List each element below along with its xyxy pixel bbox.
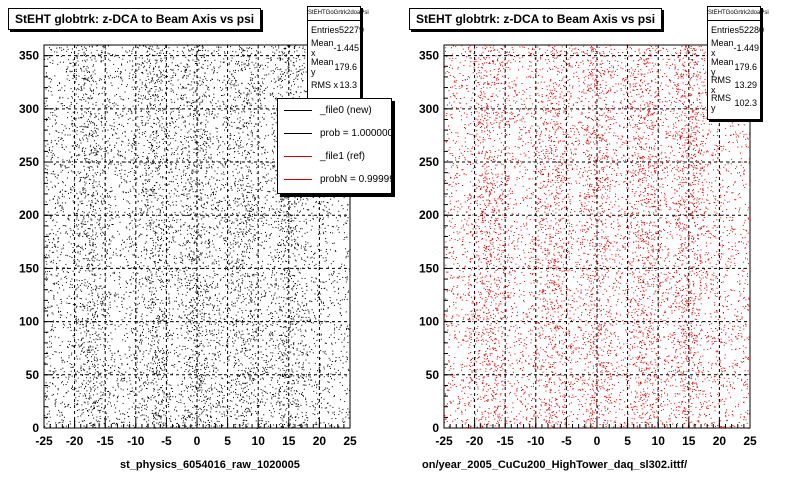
- legend-item: _file0 (new): [278, 99, 391, 122]
- stats-row: Mean y 179.6: [311, 56, 357, 77]
- x-tick-label: 25: [743, 434, 757, 448]
- x-tick-label: -20: [466, 434, 484, 448]
- stats-row: Mean x -1.449: [711, 38, 760, 59]
- file-caption-ref: on/year_2005_CuCu200_HighTower_daq_sl302…: [422, 459, 688, 471]
- x-tick-label: -10: [127, 434, 145, 448]
- scatter-plot-ref: -25 -20 -15 -10 -5 0 5 10 15 20 250501001502002503…: [419, 44, 757, 448]
- stats-row: RMS y 102.3: [711, 93, 757, 114]
- stats-row: RMS x 13.3: [311, 80, 357, 91]
- x-tick-label: -25: [35, 434, 53, 448]
- stats-box-name: StEHTGoGrtrk2doaPsi: [308, 7, 369, 21]
- chart-title-new: StEHT globtrk: z-DCA to Beam Axis vs psi: [8, 8, 262, 30]
- y-tick-label: 150: [19, 261, 39, 275]
- y-tick-label: 300: [419, 102, 439, 116]
- x-tick-label: -5: [161, 434, 172, 448]
- x-tick-label: 15: [282, 434, 296, 448]
- y-tick-label: 350: [419, 49, 439, 63]
- y-tick-label: 150: [419, 261, 439, 275]
- y-tick-label: 0: [32, 421, 39, 435]
- y-tick-label: 350: [19, 49, 39, 63]
- y-tick-label: 300: [19, 102, 39, 116]
- stats-row: Entries 52280: [711, 25, 765, 36]
- x-tick-label: 0: [194, 434, 201, 448]
- y-tick-label: 100: [19, 315, 39, 329]
- legend-item: probN = 0.999999: [278, 168, 391, 191]
- x-tick-label: 20: [313, 434, 327, 448]
- x-tick-label: -25: [435, 434, 453, 448]
- x-tick-label: -5: [561, 434, 572, 448]
- y-tick-label: 0: [432, 421, 439, 435]
- y-tick-label: 200: [19, 208, 39, 222]
- legend-box: _file0 (new) prob = 1.000000 _file1 (ref…: [277, 98, 392, 194]
- stats-row: Entries 52279: [311, 25, 365, 36]
- x-tick-label: 0: [594, 434, 601, 448]
- legend-line: [284, 179, 312, 180]
- legend-line: [284, 110, 312, 111]
- stats-box-name: StEHTGoGrtrk2doaPsi: [708, 7, 769, 21]
- stats-box-ref: StEHTGoGrtrk2doaPsi Entries 52280 Mean x-…: [707, 6, 769, 120]
- x-tick-label: 25: [343, 434, 357, 448]
- x-tick-label: 5: [224, 434, 231, 448]
- x-tick-label: -10: [527, 434, 545, 448]
- stats-row: Mean y 179.6: [711, 56, 757, 77]
- y-tick-label: 250: [419, 155, 439, 169]
- legend-line: [284, 156, 312, 157]
- y-tick-label: 200: [419, 208, 439, 222]
- x-tick-label: 15: [682, 434, 696, 448]
- x-tick-label: -15: [497, 434, 515, 448]
- x-tick-label: 20: [713, 434, 727, 448]
- legend-item: _file1 (ref): [278, 145, 391, 168]
- y-tick-label: 250: [19, 155, 39, 169]
- legend-item: prob = 1.000000: [278, 122, 391, 145]
- x-tick-label: -15: [97, 434, 115, 448]
- x-tick-label: 5: [624, 434, 631, 448]
- x-tick-label: 10: [652, 434, 666, 448]
- stats-box-new: StEHTGoGrtrk2doaPsi Entries 52279 Mean x-…: [307, 6, 369, 102]
- legend-line: [284, 133, 312, 134]
- stats-row: Mean x -1.445: [311, 38, 360, 59]
- y-tick-label: 50: [426, 368, 440, 382]
- x-tick-label: 10: [252, 434, 266, 448]
- file-caption-new: st_physics_6054016_raw_1020005: [120, 459, 300, 471]
- y-tick-label: 50: [26, 368, 40, 382]
- y-tick-label: 100: [419, 315, 439, 329]
- stats-row: RMS x 13.29: [711, 75, 757, 96]
- chart-title-ref: StEHT globtrk: z-DCA to Beam Axis vs psi: [409, 8, 663, 30]
- x-tick-label: -20: [66, 434, 84, 448]
